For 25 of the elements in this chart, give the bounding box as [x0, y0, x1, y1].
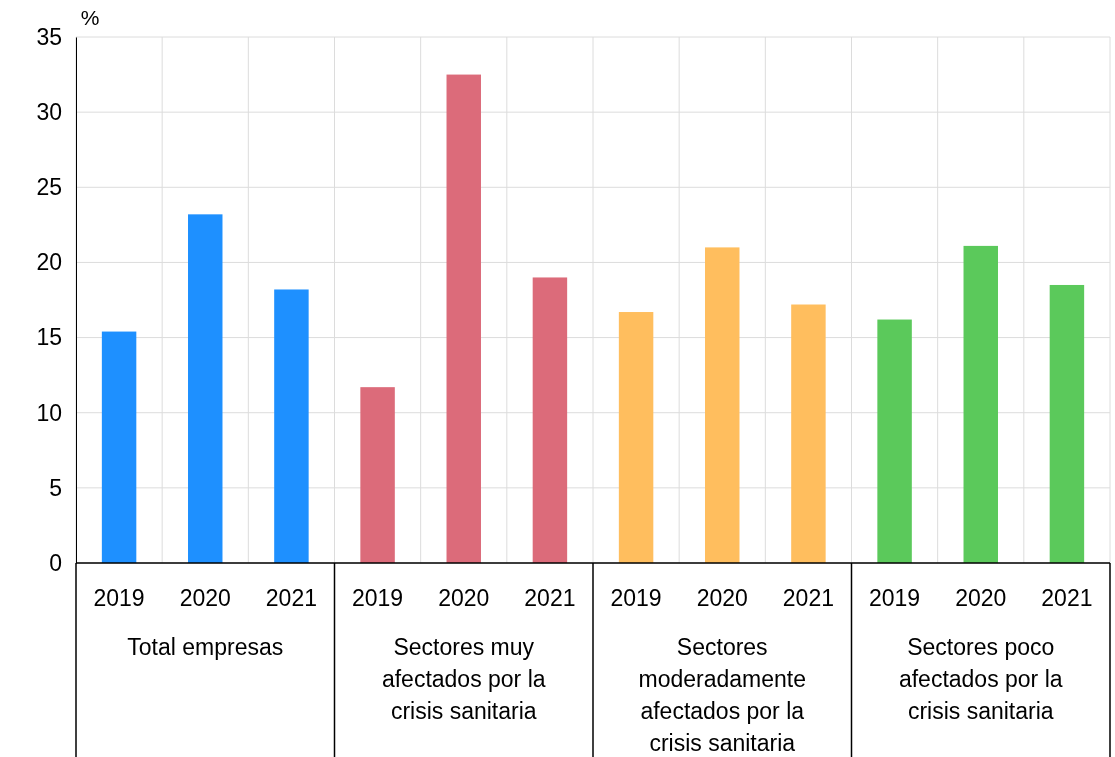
x-tick-label: 2020 [179, 585, 231, 611]
x-tick-label: 2020 [696, 585, 748, 611]
text: Sectores poco afectados por la crisis sanitaria [898, 634, 1063, 724]
x-tick-label: 2021 [265, 585, 317, 611]
x-tick-label: 2019 [610, 585, 662, 611]
y-tick-label: 15 [36, 324, 62, 351]
text: Sectores moderadamente afectados por la crisis sanitaria [638, 634, 806, 756]
y-tick-label: 0 [49, 549, 62, 576]
x-tick-label: 2020 [438, 585, 490, 611]
y-tick-label: 5 [49, 474, 62, 501]
x-tick-label: 2019 [93, 585, 145, 611]
x-tick-label: 2021 [1041, 585, 1093, 611]
text: Total empresas [127, 634, 284, 660]
x-tick-label: 2019 [869, 585, 921, 611]
x-tick-label: 2019 [352, 585, 404, 611]
y-tick-label: 35 [36, 23, 62, 50]
x-tick-label: 2021 [782, 585, 834, 611]
y-tick-label: 10 [36, 399, 62, 426]
y-tick-label: 25 [36, 174, 62, 201]
text: Sectores muy afectados por la crisis sanitaria [381, 634, 546, 724]
y-tick-label: 20 [36, 249, 62, 276]
y-axis-title: % [80, 6, 100, 29]
y-tick-label: 30 [36, 99, 62, 125]
x-tick-label: 2021 [524, 585, 576, 611]
x-tick-label: 2020 [955, 585, 1007, 611]
